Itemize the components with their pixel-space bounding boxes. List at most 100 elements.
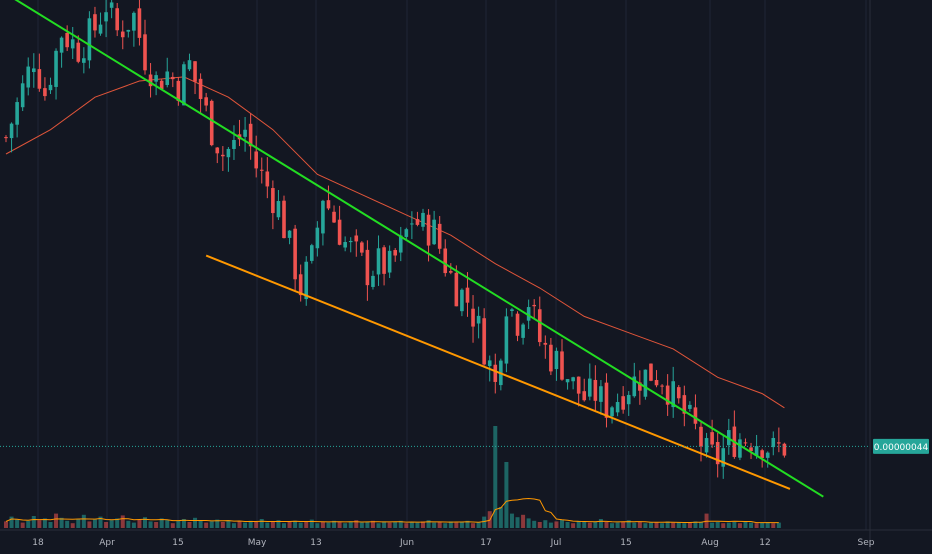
candle-body-down xyxy=(159,80,164,90)
candle-body-up xyxy=(15,102,19,125)
candle-body-down xyxy=(209,100,214,146)
volume-bar xyxy=(665,521,670,528)
candle-body-up xyxy=(521,324,525,338)
volume-bar xyxy=(165,520,170,528)
volume-bar xyxy=(81,514,86,528)
candle-body-up xyxy=(721,448,726,467)
time-tick-label: Jul xyxy=(550,538,562,548)
candle-body-down xyxy=(198,78,203,99)
volume-bar xyxy=(654,522,659,528)
volume-bar xyxy=(404,523,409,528)
candle-body-down xyxy=(465,287,470,303)
candle-body-up xyxy=(182,64,186,106)
time-tick-label: 12 xyxy=(759,538,770,548)
volume-bar xyxy=(92,519,97,528)
volume-bar xyxy=(743,522,748,528)
volume-bar xyxy=(587,522,592,528)
volume-bar xyxy=(104,522,109,528)
volume-bar xyxy=(143,517,147,528)
volume-bar xyxy=(170,523,175,528)
volume-bar xyxy=(715,522,720,528)
candle-body-down xyxy=(76,42,81,62)
candle-body-up xyxy=(599,386,603,402)
last-price-tag-box xyxy=(873,438,929,454)
candle-body-up xyxy=(48,84,53,91)
volume-bar xyxy=(181,519,186,528)
volume-bar xyxy=(504,462,509,528)
time-axis[interactable]: 18 Apr 15 May 13 Jun 17 Jul 15 Aug 12 Sep xyxy=(32,538,874,548)
volume-bar xyxy=(26,520,31,528)
lower-trendline xyxy=(205,254,791,490)
volume-bar xyxy=(159,518,164,528)
candle-body-down xyxy=(115,8,119,31)
volume-bar xyxy=(432,522,437,528)
candle-body-up xyxy=(410,223,414,225)
volume-bar xyxy=(343,523,348,528)
candle-body-up xyxy=(421,212,425,227)
volume-bar xyxy=(332,520,337,528)
candle-body-up xyxy=(315,227,320,249)
volume-bar xyxy=(98,516,103,528)
time-tick-label: 15 xyxy=(620,538,631,548)
candle-body-up xyxy=(398,235,403,253)
volume-bar xyxy=(365,522,370,528)
volume-bar xyxy=(471,523,476,528)
candle-body-down xyxy=(693,407,698,424)
candle-body-down xyxy=(715,442,720,465)
last-price-tag-text: 0.00000044 xyxy=(874,443,929,453)
volume-bar xyxy=(548,522,553,528)
volume-bar xyxy=(498,507,503,528)
volume-bar xyxy=(537,522,542,528)
volume-bar xyxy=(326,522,331,528)
candle-body-up xyxy=(588,378,592,397)
volume-bar xyxy=(493,426,498,528)
volume-bar xyxy=(448,521,453,528)
last-price-tag: 0.00000044 xyxy=(873,438,929,454)
time-tick-label: Apr xyxy=(99,538,115,548)
candle-body-down xyxy=(93,14,97,31)
candle-body-up xyxy=(348,240,353,243)
candle-body-up xyxy=(20,83,25,108)
candle-body-down xyxy=(393,250,397,256)
candle-body-down xyxy=(710,432,714,445)
candle-body-down xyxy=(537,309,542,343)
volume-bar xyxy=(409,522,414,528)
volume-bar xyxy=(387,522,392,528)
volume-bar xyxy=(576,520,581,528)
candle-body-up xyxy=(565,379,570,383)
volume-bar xyxy=(243,522,248,528)
candle-body-up xyxy=(554,350,559,370)
candle-body-down xyxy=(454,272,459,307)
candle-body-up xyxy=(765,452,770,458)
candle-body-down xyxy=(254,151,258,169)
candle-body-up xyxy=(304,261,309,300)
candle-body-down xyxy=(665,385,670,405)
volume-bar xyxy=(604,522,609,528)
volume-bar xyxy=(693,521,698,528)
volume-bar xyxy=(20,522,25,528)
candle-body-up xyxy=(226,148,231,158)
candle-body-up xyxy=(432,219,436,245)
candle-body-up xyxy=(626,394,631,405)
candle-body-up xyxy=(632,376,637,397)
volume-bar xyxy=(760,522,765,528)
volume-bar xyxy=(682,523,687,528)
volume-bar xyxy=(193,517,198,528)
candle-body-down xyxy=(604,382,609,418)
candle-body-up xyxy=(487,360,492,367)
candle-body-down xyxy=(65,32,69,48)
candle-body-down xyxy=(4,137,8,139)
volume-bar xyxy=(48,522,53,528)
candle-body-down xyxy=(560,351,564,380)
volume-bar xyxy=(70,523,75,528)
volume-bar xyxy=(687,522,692,528)
candle-body-down xyxy=(43,88,47,97)
candle-body-down xyxy=(699,426,703,447)
volume-bar xyxy=(637,522,642,528)
candle-body-down xyxy=(621,396,625,410)
candle-body-up xyxy=(671,381,675,408)
candle-body-down xyxy=(743,442,748,444)
volume-bar xyxy=(521,514,526,528)
